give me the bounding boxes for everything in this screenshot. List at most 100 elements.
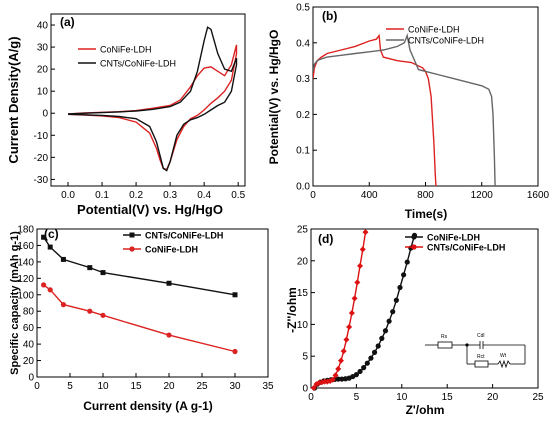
- data-point: [346, 323, 353, 330]
- plot-frame: [310, 228, 539, 389]
- panel-label: (a): [60, 15, 75, 29]
- x-tick-label: 0: [34, 381, 40, 392]
- data-point: [393, 297, 399, 303]
- y-axis-label: -Z''/ohm: [285, 287, 299, 333]
- legend-marker: [129, 232, 135, 238]
- y-axis-label: Potential(V) vs. Hg/HgO: [267, 30, 281, 165]
- x-tick-label: 30: [229, 381, 241, 392]
- x-tick-label: 25: [532, 392, 544, 403]
- y-tick-label: 0.1: [296, 146, 310, 157]
- data-point: [368, 355, 374, 361]
- data-point: [41, 234, 47, 240]
- x-tick-label: 0.5: [231, 190, 245, 201]
- x-tick-label: 1600: [527, 190, 550, 201]
- x-axis-label: Z'/ohm: [406, 403, 445, 417]
- panel-label: (c): [44, 227, 59, 241]
- data-point: [87, 308, 93, 314]
- panel-d-nyquist-plot: 0 5 10 15 20 25 0 5 10 15 20 25 (d) Z'/ohm -Z''/ohm CoN…: [285, 225, 544, 418]
- data-point: [232, 348, 238, 355]
- x-tick-label: 0.4: [197, 190, 211, 201]
- data-point: [41, 282, 47, 288]
- x-tick-label: 0: [310, 190, 316, 201]
- y-tick-label: 0.0: [296, 182, 310, 193]
- y-tick-label: 120: [17, 274, 34, 285]
- circuit-label: Cdl: [477, 333, 485, 339]
- panel-label: (b): [322, 9, 337, 23]
- data-point: [386, 318, 392, 324]
- data-point: [166, 280, 172, 286]
- legend-marker: [411, 234, 417, 240]
- series-line-1: [313, 33, 496, 186]
- plot-frame: [36, 228, 269, 378]
- y-tick-label: 30: [37, 43, 49, 54]
- y-tick-label: 100: [17, 290, 34, 301]
- data-point: [100, 312, 106, 318]
- y-tick-label: 20: [23, 356, 35, 367]
- series-line-0: [43, 236, 236, 296]
- panel-label: (d): [318, 232, 333, 246]
- legend-label: CNTs/CoNiFe-LDH: [408, 36, 484, 46]
- resistor-rs: [437, 341, 453, 349]
- legend-label: CNTs/CoNiFe-LDH: [145, 231, 223, 241]
- x-tick-label: 20: [163, 381, 175, 392]
- x-tick-label: 35: [262, 381, 274, 392]
- series-line-1: [313, 232, 367, 388]
- y-tick-label: 10: [297, 320, 309, 331]
- legend-label: CoNiFe-LDH: [145, 245, 198, 255]
- data-point: [397, 284, 403, 291]
- data-point: [166, 332, 172, 338]
- data-point: [404, 259, 410, 265]
- data-point: [60, 302, 66, 308]
- data-point: [357, 262, 364, 269]
- legend-label: CoNiFe-LDH: [100, 45, 152, 55]
- y-tick-label: 5: [302, 352, 308, 363]
- x-tick-label: 0.2: [129, 190, 143, 201]
- x-tick-label: 0.0: [61, 190, 75, 201]
- data-point: [390, 309, 396, 315]
- data-point: [337, 357, 344, 364]
- data-point: [364, 360, 370, 366]
- panel-c-rate-capability: 0 5 10 15 20 25 30 35 0 20 40 60 80 100 120 140 160 180 (c…: [9, 225, 274, 414]
- y-tick-label: 0: [302, 384, 308, 395]
- legend-label: CoNiFe-LDH: [408, 25, 460, 35]
- data-point: [343, 336, 350, 343]
- data-point: [379, 335, 385, 341]
- x-tick-label: 0: [308, 392, 314, 403]
- legend-marker: [129, 246, 135, 252]
- legend-label: CoNiFe-LDH: [427, 233, 480, 243]
- circuit-label: Rs: [441, 334, 448, 340]
- x-tick-label: 15: [442, 392, 454, 403]
- x-tick-label: 5: [354, 392, 360, 403]
- y-tick-label: 0.5: [296, 3, 310, 14]
- x-tick-label: 15: [130, 381, 142, 392]
- y-axis-label: Specific capacity (mAh g-1): [9, 231, 21, 375]
- y-tick-label: 40: [23, 340, 35, 351]
- data-point: [401, 272, 407, 278]
- panel-a-cv-curves: 0.0 0.1 0.2 0.3 0.4 0.5 -30 -20 -10 0 10 20 30 40 (a) P…: [6, 13, 246, 217]
- data-point: [310, 385, 317, 391]
- y-tick-label: 20: [37, 65, 49, 76]
- data-point: [375, 343, 381, 349]
- x-tick-label: 10: [396, 392, 408, 403]
- y-tick-label: 0.2: [296, 110, 310, 121]
- series-line-0: [67, 44, 238, 171]
- x-tick-label: 10: [97, 381, 109, 392]
- x-axis-label: Current density (A g-1): [83, 399, 213, 413]
- data-point: [335, 376, 341, 382]
- x-tick-label: 800: [417, 190, 434, 201]
- y-tick-label: 0.3: [296, 74, 310, 85]
- data-point: [87, 265, 93, 271]
- y-tick-label: 20: [297, 256, 309, 267]
- y-tick-label: 80: [23, 307, 35, 318]
- y-tick-label: 180: [17, 225, 34, 236]
- y-tick-label: 0: [28, 373, 34, 384]
- warburg-element: [497, 359, 511, 369]
- resistor-rct: [474, 360, 489, 368]
- y-tick-label: 0.4: [296, 38, 310, 49]
- legend-marker: [411, 244, 417, 250]
- x-tick-label: 1200: [471, 190, 494, 201]
- legend-label: CNTs/CoNiFe-LDH: [100, 59, 176, 69]
- y-tick-label: 10: [37, 87, 49, 98]
- data-point: [348, 309, 355, 316]
